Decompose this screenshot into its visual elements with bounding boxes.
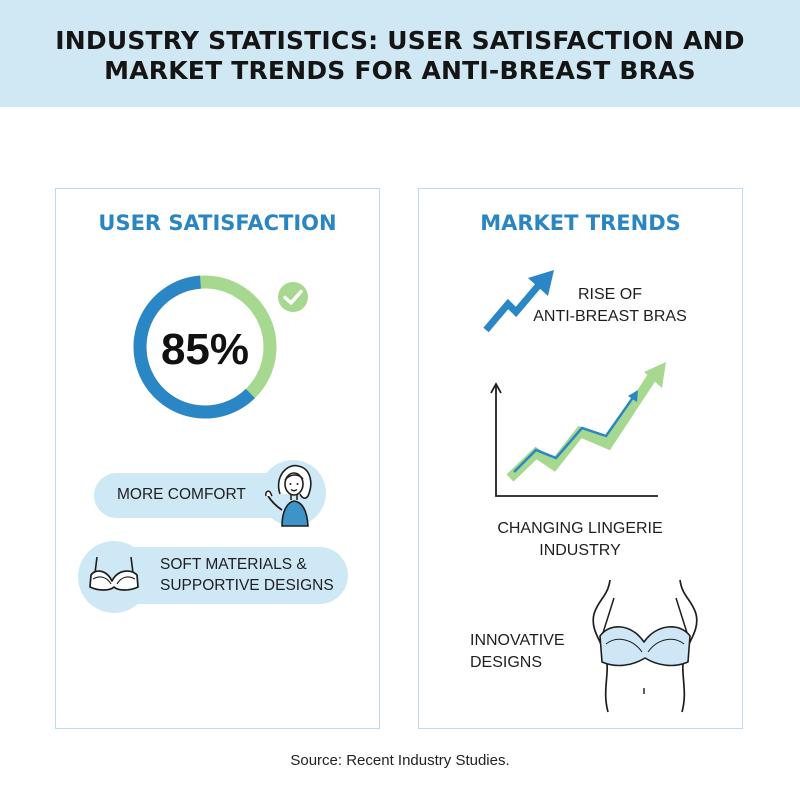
innovative-designs-label: INNOVATIVE DESIGNS <box>470 630 565 674</box>
page-title-line-2: MARKET TRENDS FOR ANTI-BREAST BRAS <box>104 56 696 85</box>
chart-green-arrowhead <box>644 362 666 388</box>
changing-industry-line-2: INDUSTRY <box>539 542 621 559</box>
chart-blue-arrowhead <box>628 390 638 402</box>
satisfaction-percent: 85% <box>161 325 249 374</box>
rise-label: RISE OF ANTI-BREAST BRAS <box>510 284 710 328</box>
torso-bra-icon <box>592 579 698 713</box>
check-circle-icon <box>278 282 308 312</box>
satisfaction-donut: 85% <box>133 275 277 419</box>
woman-icon <box>265 464 312 527</box>
page-title-line-1: INDUSTRY STATISTICS: USER SATISFACTION A… <box>55 26 745 55</box>
source-note: Source: Recent Industry Studies. <box>290 752 510 769</box>
innovative-line-1: INNOVATIVE <box>470 632 565 649</box>
innovative-line-2: DESIGNS <box>470 654 543 671</box>
header-banner: INDUSTRY STATISTICS: USER SATISFACTION A… <box>0 0 800 107</box>
page-title: INDUSTRY STATISTICS: USER SATISFACTION A… <box>40 26 760 86</box>
line-chart-icon <box>490 362 666 497</box>
market-trends-title: MARKET TRENDS <box>480 211 681 235</box>
soft-materials-line-2: SUPPORTIVE DESIGNS <box>160 577 334 594</box>
soft-materials-line-1: SOFT MATERIALS & <box>160 556 307 573</box>
rise-line-2: ANTI-BREAST BRAS <box>533 308 687 325</box>
bra-icon <box>89 556 139 591</box>
chart-axes <box>495 386 658 497</box>
chart-green-line <box>506 371 659 482</box>
changing-industry-line-1: CHANGING LINGERIE <box>497 520 663 537</box>
rising-arrow-icon <box>483 270 554 333</box>
changing-industry-label: CHANGING LINGERIE INDUSTRY <box>480 518 680 562</box>
donut-blue-arc <box>133 275 255 419</box>
more-comfort-label: MORE COMFORT <box>117 486 246 503</box>
chart-blue-line <box>513 395 636 473</box>
user-satisfaction-title: USER SATISFACTION <box>98 211 337 235</box>
soft-materials-label: SOFT MATERIALS & SUPPORTIVE DESIGNS <box>160 554 334 596</box>
rise-line-1: RISE OF <box>577 286 642 303</box>
chart-axis-arrow <box>490 382 502 394</box>
